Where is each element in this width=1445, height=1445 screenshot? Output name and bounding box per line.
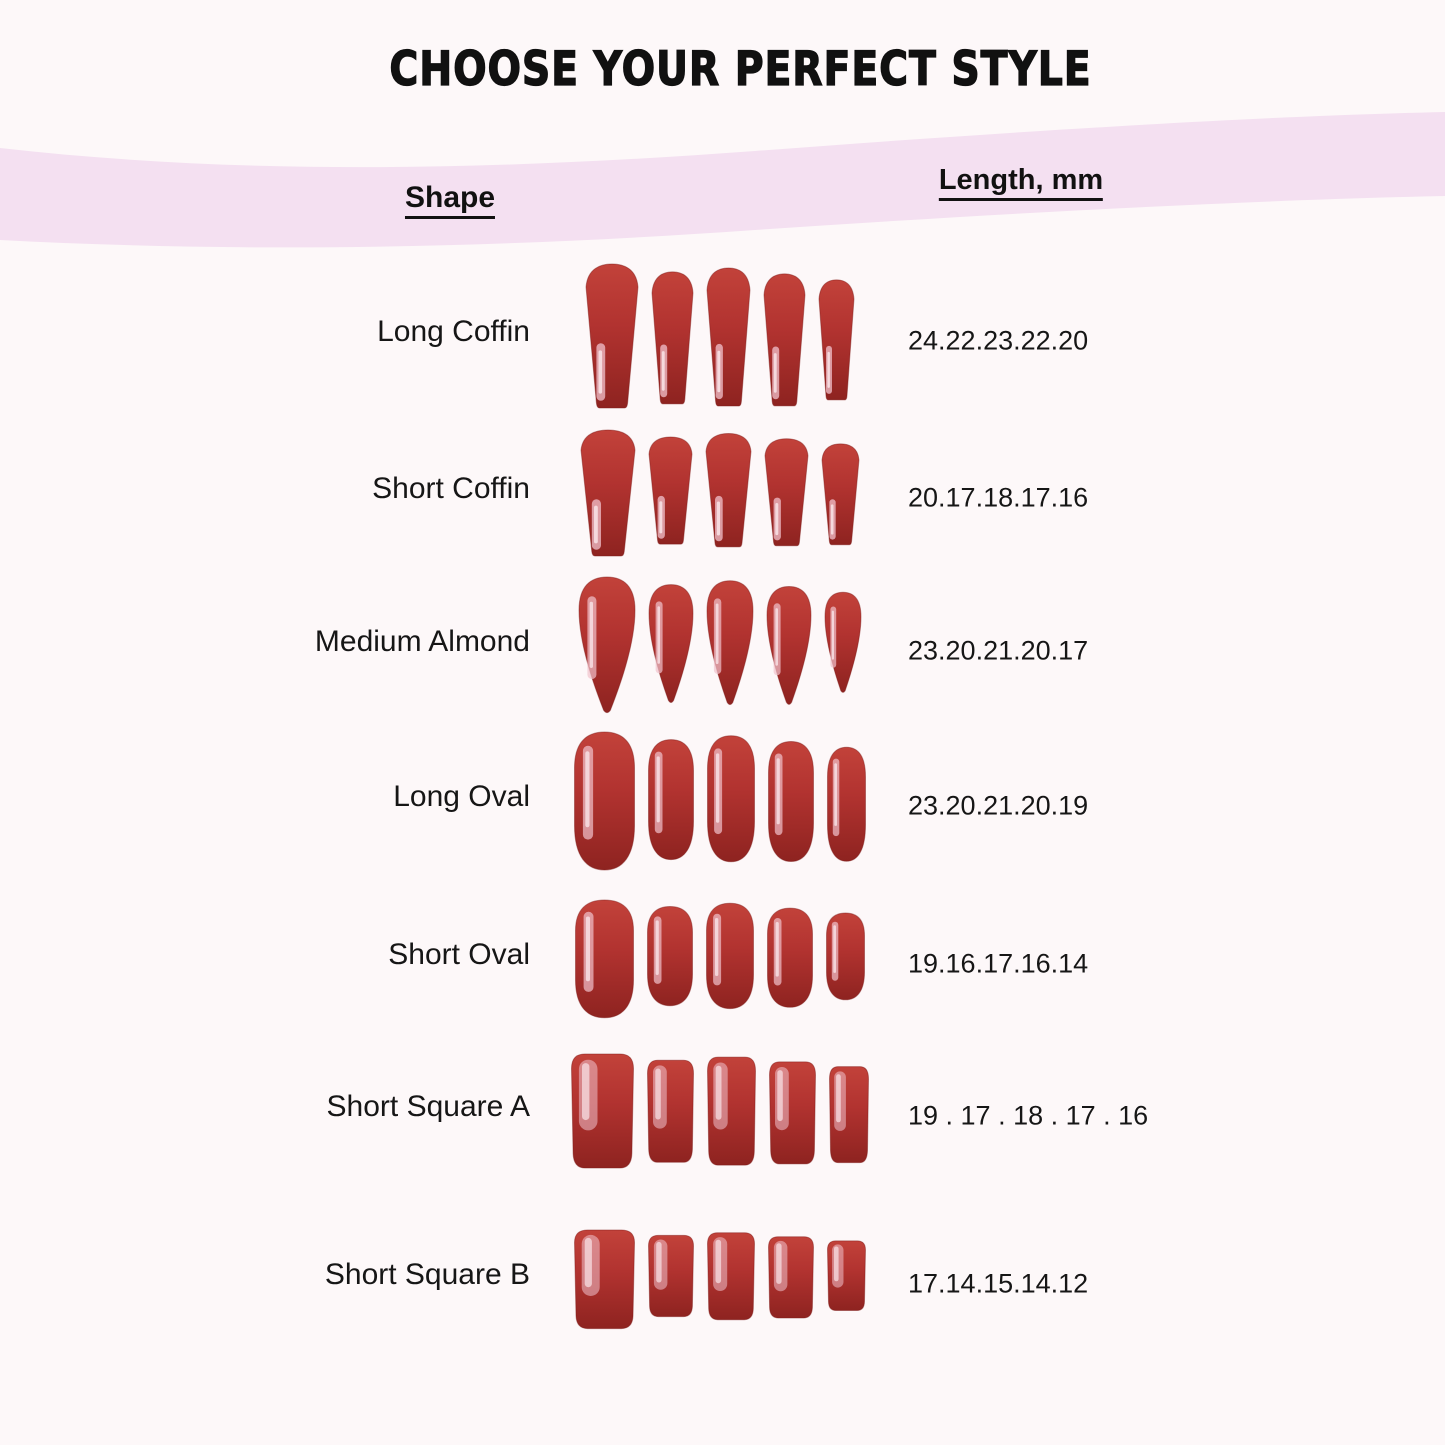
shape-name: Medium Almond <box>314 625 530 658</box>
style-row: Short Square A 19 . 17 . 18 . 17 . 16 <box>0 1052 1445 1180</box>
nail-5 <box>826 1240 866 1311</box>
shape-name: Long Oval <box>393 780 530 813</box>
style-row: Long Oval 23.20.21.20.19 <box>0 730 1445 882</box>
nail-1 <box>578 576 636 714</box>
nail-3 <box>706 580 754 706</box>
nail-photo-square <box>574 1229 866 1330</box>
nail-2 <box>651 271 694 405</box>
nail-1 <box>574 731 636 871</box>
length-values: 23.20.21.20.19 <box>908 790 1089 821</box>
nail-5 <box>824 591 862 693</box>
style-row: Short Coffin 20.17.18.17.16 <box>0 428 1445 568</box>
nail-photo-square <box>571 1053 869 1169</box>
nail-1 <box>571 1053 635 1169</box>
style-row: Long Coffin 24.22.23.22.20 <box>0 262 1445 420</box>
column-header-shape: Shape <box>404 181 496 219</box>
nail-5 <box>828 1066 869 1164</box>
nail-2 <box>648 739 695 861</box>
nail-set-image <box>579 428 861 574</box>
length-values: 23.20.21.20.17 <box>908 635 1089 666</box>
nail-4 <box>767 1236 814 1319</box>
length-values: 17.14.15.14.12 <box>908 1268 1089 1299</box>
header-ribbon <box>0 112 1445 248</box>
shape-name: Short Coffin <box>372 472 530 505</box>
nail-set-image <box>574 898 867 1035</box>
nail-4 <box>764 438 809 547</box>
shape-name: Short Oval <box>388 937 530 971</box>
nail-2 <box>647 1059 695 1163</box>
nail-4 <box>768 1061 816 1165</box>
nail-photo-coffin <box>580 429 860 557</box>
shape-name: Short Square A <box>326 1090 530 1123</box>
nail-set-image <box>573 730 868 889</box>
nail-set-image <box>570 1052 871 1185</box>
nail-set-image <box>577 575 863 734</box>
style-row: Short Oval 19.16.17.16.14 <box>0 898 1445 1030</box>
nail-3 <box>705 432 752 548</box>
length-values: 24.22.23.22.20 <box>908 325 1089 356</box>
shape-name: Short Square B <box>324 1258 530 1292</box>
nail-4 <box>766 585 812 705</box>
nail-photo-oval <box>574 731 866 871</box>
nail-photo-coffin <box>585 263 855 409</box>
style-row: Medium Almond 23.20.21.20.17 <box>0 575 1445 727</box>
nail-set-image <box>584 262 856 428</box>
nail-5 <box>818 279 855 401</box>
nail-3 <box>706 267 751 407</box>
nail-3 <box>707 735 755 863</box>
nail-1 <box>575 899 635 1019</box>
page-title: CHOOSE YOUR PERFECT STYLE <box>389 41 1092 97</box>
nail-2 <box>648 584 694 703</box>
ribbon-shape <box>0 112 1445 248</box>
nail-4 <box>766 907 813 1008</box>
nail-set-image <box>573 1228 868 1343</box>
shape-name: Long Coffin <box>377 315 530 348</box>
nail-5 <box>821 443 860 546</box>
length-values: 19 . 17 . 18 . 17 . 16 <box>908 1100 1149 1131</box>
length-values: 19.16.17.16.14 <box>908 948 1089 979</box>
nail-photo-oval <box>575 899 865 1019</box>
nail-3 <box>707 1056 756 1166</box>
nail-2 <box>648 436 693 545</box>
style-row: Short Square B 17.14.15.14.12 <box>0 1228 1445 1341</box>
nail-5 <box>825 912 865 1001</box>
nail-1 <box>585 263 639 409</box>
nail-4 <box>763 273 806 407</box>
nail-3 <box>707 1232 755 1321</box>
column-header-length: Length, mm <box>938 164 1104 201</box>
nail-2 <box>647 905 694 1007</box>
length-values: 20.17.18.17.16 <box>908 482 1089 513</box>
nail-2 <box>648 1234 695 1318</box>
nail-1 <box>574 1229 636 1330</box>
nail-3 <box>706 902 754 1010</box>
nail-5 <box>826 746 866 862</box>
nail-photo-almond <box>578 576 862 714</box>
nail-4 <box>767 740 814 862</box>
nail-1 <box>580 429 636 557</box>
